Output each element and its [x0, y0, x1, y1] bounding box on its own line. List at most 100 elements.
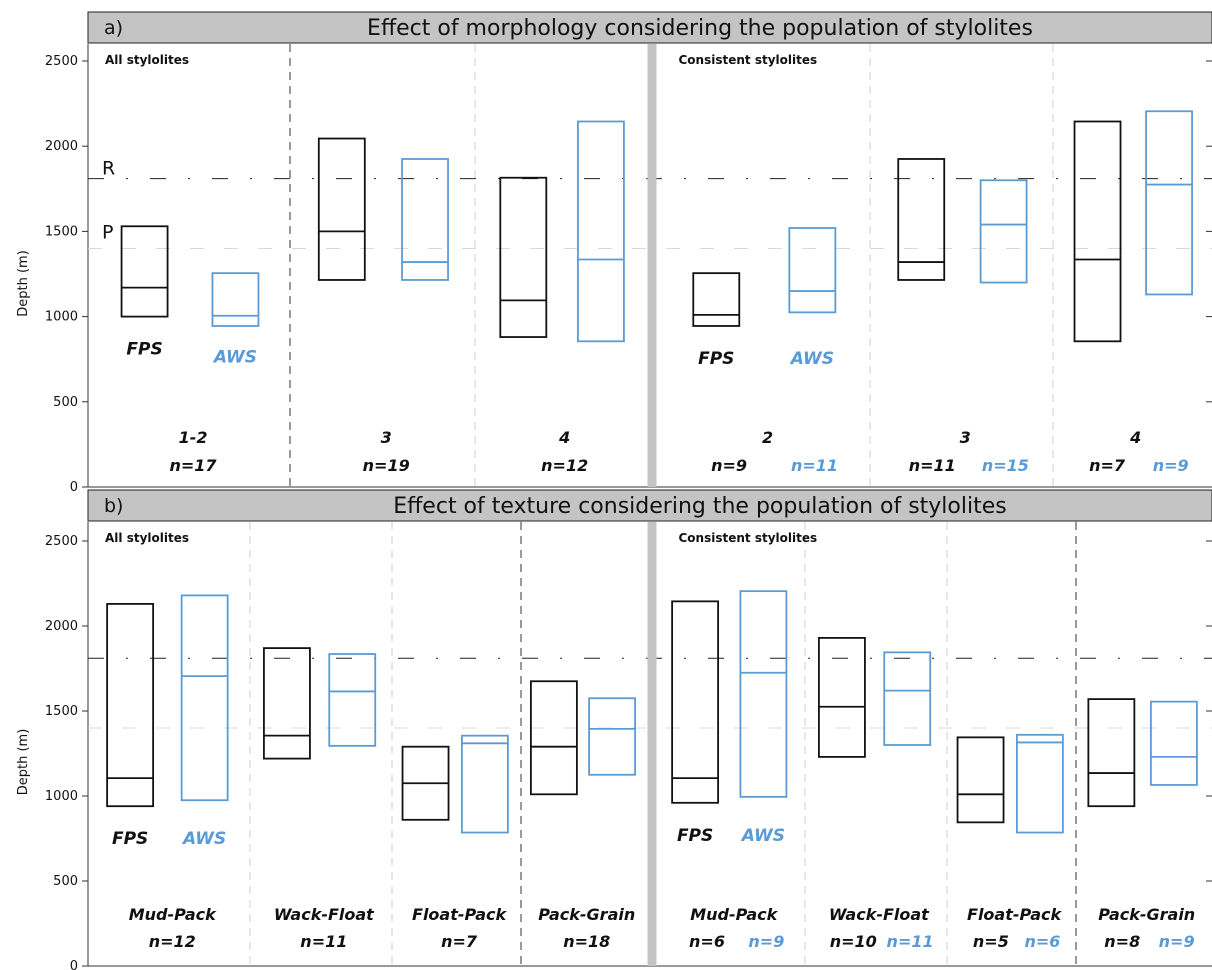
group-n-aws: n=15 — [982, 456, 1029, 475]
group-name: 3 — [960, 428, 971, 447]
group-n-aws: n=9 — [748, 932, 784, 951]
y-tick-label: 0 — [70, 480, 78, 495]
y-tick-label: 1000 — [45, 310, 78, 325]
half-label: Consistent stylolites — [679, 53, 818, 67]
group-n-fps: n=18 — [563, 932, 610, 951]
group-name: 4 — [1129, 428, 1141, 447]
fps-box — [897, 158, 946, 281]
group-name: Pack-Grain — [538, 905, 635, 924]
fps-box — [317, 137, 366, 281]
legend-aws: AWS — [740, 826, 785, 846]
fps-box — [818, 637, 866, 758]
group-n-fps: n=11 — [909, 456, 956, 475]
aws-box — [460, 734, 509, 834]
panel-label: a) — [104, 17, 123, 39]
panel-b: b) Effect of texture considering the popu… — [16, 489, 1212, 970]
group-n-aws: n=11 — [791, 456, 838, 475]
group-name: Pack-Grain — [1098, 905, 1195, 924]
group-n-aws: n=9 — [1153, 456, 1189, 475]
group-name: Mud-Pack — [690, 905, 778, 924]
y-tick-label: 2000 — [45, 139, 78, 154]
y-axis-label: Depth (m) — [16, 729, 31, 796]
group-n-fps: n=7 — [1089, 456, 1126, 475]
legend-fps: FPS — [112, 829, 148, 849]
panel-a: a) Effect of morphology considering the p… — [16, 11, 1212, 495]
legend-aws: AWS — [212, 348, 257, 368]
group-n-fps: n=5 — [973, 932, 1009, 951]
half-separator — [647, 522, 657, 966]
aws-box — [588, 697, 636, 776]
aws-box — [1015, 733, 1064, 834]
group-n-aws: n=6 — [1024, 932, 1060, 951]
reference-label-R: R — [102, 158, 115, 180]
panel-label: b) — [104, 495, 123, 517]
half-label: All stylolites — [105, 53, 189, 67]
group-name: Wack-Float — [829, 905, 930, 924]
half-separator — [647, 44, 657, 487]
half-label: Consistent stylolites — [679, 531, 818, 545]
fps-box — [263, 647, 311, 760]
y-tick-label: 500 — [53, 874, 78, 889]
group-n-fps: n=12 — [541, 456, 588, 475]
group-name: 1-2 — [179, 428, 208, 447]
half-label: All stylolites — [105, 531, 189, 545]
y-tick-label: 2000 — [45, 619, 78, 634]
panel-title-bar — [87, 11, 1212, 44]
group-n-fps: n=19 — [363, 456, 410, 475]
group-n-aws: n=11 — [887, 932, 934, 951]
legend-fps: FPS — [126, 340, 162, 360]
group-n-aws: n=9 — [1159, 932, 1195, 951]
aws-box — [739, 590, 788, 798]
group-n-fps: n=12 — [149, 932, 196, 951]
group-n-fps: n=17 — [170, 456, 218, 475]
panel-title-bar — [87, 489, 1212, 522]
aws-box — [1150, 700, 1198, 786]
aws-box — [1145, 110, 1193, 296]
y-tick-label: 0 — [70, 959, 78, 970]
panel-title: Effect of texture considering the popula… — [393, 494, 1006, 519]
y-tick-label: 2500 — [45, 54, 78, 69]
aws-box — [788, 227, 837, 314]
panel-title: Effect of morphology considering the pop… — [367, 16, 1033, 41]
fps-box — [499, 176, 548, 338]
y-tick-label: 1500 — [45, 224, 78, 239]
aws-box — [577, 120, 625, 343]
group-name: 2 — [762, 428, 773, 447]
group-name: Wack-Float — [274, 905, 375, 924]
group-name: 3 — [381, 428, 392, 447]
legend-fps: FPS — [698, 349, 734, 369]
aws-box — [401, 158, 449, 281]
fps-box — [956, 736, 1005, 824]
y-tick-label: 2500 — [45, 534, 78, 549]
group-n-fps: n=10 — [830, 932, 877, 951]
group-name: Float-Pack — [412, 905, 507, 924]
legend-aws: AWS — [181, 829, 226, 849]
fps-box — [671, 600, 720, 804]
group-n-fps: n=7 — [441, 932, 478, 951]
aws-box — [180, 594, 229, 802]
y-tick-label: 1500 — [45, 704, 78, 719]
aws-box — [211, 272, 260, 327]
group-name: Mud-Pack — [129, 905, 217, 924]
fps-box — [692, 272, 741, 327]
group-name: 4 — [558, 428, 570, 447]
fps-box — [1073, 120, 1122, 343]
group-n-fps: n=11 — [300, 932, 347, 951]
fps-box — [120, 225, 169, 318]
aws-box — [328, 653, 377, 747]
y-tick-label: 1000 — [45, 789, 78, 804]
legend-aws: AWS — [789, 349, 834, 369]
group-n-fps: n=6 — [689, 932, 725, 951]
fps-box — [106, 603, 155, 808]
y-tick-label: 500 — [53, 395, 78, 410]
fps-box — [529, 680, 578, 796]
legend-fps: FPS — [677, 826, 713, 846]
group-n-fps: n=9 — [711, 456, 747, 475]
aws-box — [979, 179, 1028, 284]
reference-label-P: P — [102, 221, 113, 243]
y-axis-label: Depth (m) — [16, 250, 31, 317]
group-name: Float-Pack — [967, 905, 1062, 924]
fps-box — [1087, 698, 1136, 808]
group-n-fps: n=8 — [1104, 932, 1140, 951]
